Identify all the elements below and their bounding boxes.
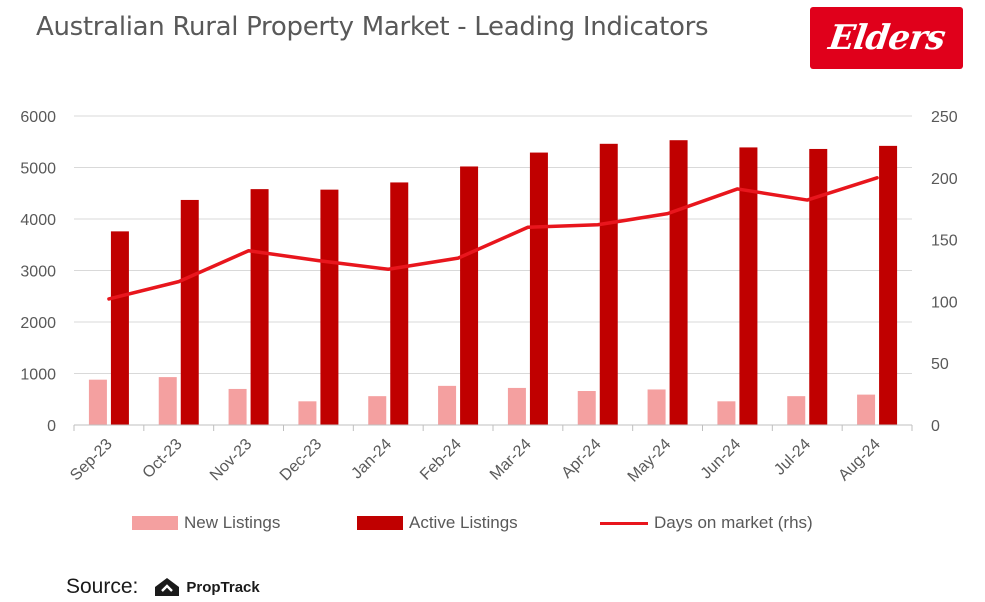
logo-text: Elders xyxy=(826,18,947,58)
bar-active-listings xyxy=(320,189,339,425)
x-tick-label: Jan-24 xyxy=(348,436,395,483)
y-left-tick-label: 6000 xyxy=(20,109,56,126)
x-tick-label: Apr-24 xyxy=(559,436,605,482)
bar-active-listings xyxy=(390,182,409,425)
legend-item-days-on-market: Days on market (rhs) xyxy=(600,511,813,535)
bar-active-listings xyxy=(110,231,129,425)
bar-new-listings xyxy=(228,388,247,425)
legend: New Listings Active Listings Days on mar… xyxy=(0,511,985,535)
bar-new-listings xyxy=(507,387,526,425)
bar-active-listings xyxy=(529,152,548,425)
bar-new-listings xyxy=(717,401,736,425)
bar-active-listings xyxy=(879,145,898,425)
bar-new-listings xyxy=(647,389,666,425)
bar-active-listings xyxy=(599,143,618,425)
y-right-tick-label: 50 xyxy=(931,356,949,373)
x-tick-label: Jul-24 xyxy=(771,436,814,479)
x-tick-label: Nov-23 xyxy=(207,436,256,485)
bar-new-listings xyxy=(787,396,806,425)
bar-active-listings xyxy=(739,147,758,426)
x-tick-label: Aug-24 xyxy=(835,436,884,485)
y-right-tick-label: 150 xyxy=(931,233,958,250)
y-left-tick-label: 1000 xyxy=(20,367,56,384)
bar-active-listings xyxy=(250,189,269,425)
bars xyxy=(88,140,898,426)
x-tick-label: May-24 xyxy=(625,436,675,486)
bar-new-listings xyxy=(368,396,387,425)
bar-new-listings xyxy=(88,379,107,425)
x-tick-label: Feb-24 xyxy=(417,436,465,484)
bar-new-listings xyxy=(857,394,876,425)
y-left-tick-label: 4000 xyxy=(20,212,56,229)
y-right-tick-label: 0 xyxy=(931,418,940,435)
y-left-tick-label: 2000 xyxy=(20,315,56,332)
legend-swatch-days-on-market xyxy=(600,521,648,525)
bar-new-listings xyxy=(577,391,596,425)
days-on-market-line xyxy=(107,176,879,301)
x-tick-label: Sep-23 xyxy=(67,436,116,485)
house-icon xyxy=(155,578,180,596)
bar-new-listings xyxy=(298,401,317,425)
legend-swatch-active-listings xyxy=(357,516,403,530)
legend-swatch-new-listings xyxy=(132,516,178,530)
y-right-tick-label: 200 xyxy=(931,171,958,188)
legend-item-new-listings: New Listings xyxy=(132,511,280,535)
x-tick-label: Mar-24 xyxy=(487,436,535,484)
proptrack-logo: PropTrack xyxy=(152,576,260,598)
x-tick-label: Oct-23 xyxy=(140,436,186,482)
days-on-market-line-group xyxy=(107,176,879,301)
chart-title: Australian Rural Property Market - Leadi… xyxy=(36,12,709,42)
bar-active-listings xyxy=(809,148,828,425)
y-right-tick-label: 250 xyxy=(931,109,958,126)
x-tick-label: Dec-23 xyxy=(277,436,326,485)
gridlines xyxy=(74,115,912,374)
y-left-tick-label: 3000 xyxy=(20,264,56,281)
bar-new-listings xyxy=(438,385,457,425)
x-tick-label: Jun-24 xyxy=(698,436,745,483)
bar-active-listings xyxy=(669,140,688,425)
legend-label-new-listings: New Listings xyxy=(184,513,281,532)
y-right-tick-label: 100 xyxy=(931,294,958,311)
y-left-tick-label: 0 xyxy=(47,418,56,435)
elders-logo: Elders xyxy=(810,7,963,69)
source-label: Source: xyxy=(66,575,139,598)
legend-label-days-on-market: Days on market (rhs) xyxy=(654,513,813,532)
bar-new-listings xyxy=(158,377,177,425)
bar-active-listings xyxy=(460,166,479,425)
source-footer: Source: PropTrack xyxy=(66,572,260,602)
y-left-tick-label: 5000 xyxy=(20,161,56,178)
proptrack-name: PropTrack xyxy=(186,578,260,596)
legend-item-active-listings: Active Listings xyxy=(357,511,518,535)
legend-label-active-listings: Active Listings xyxy=(409,513,518,532)
bar-active-listings xyxy=(180,199,199,425)
